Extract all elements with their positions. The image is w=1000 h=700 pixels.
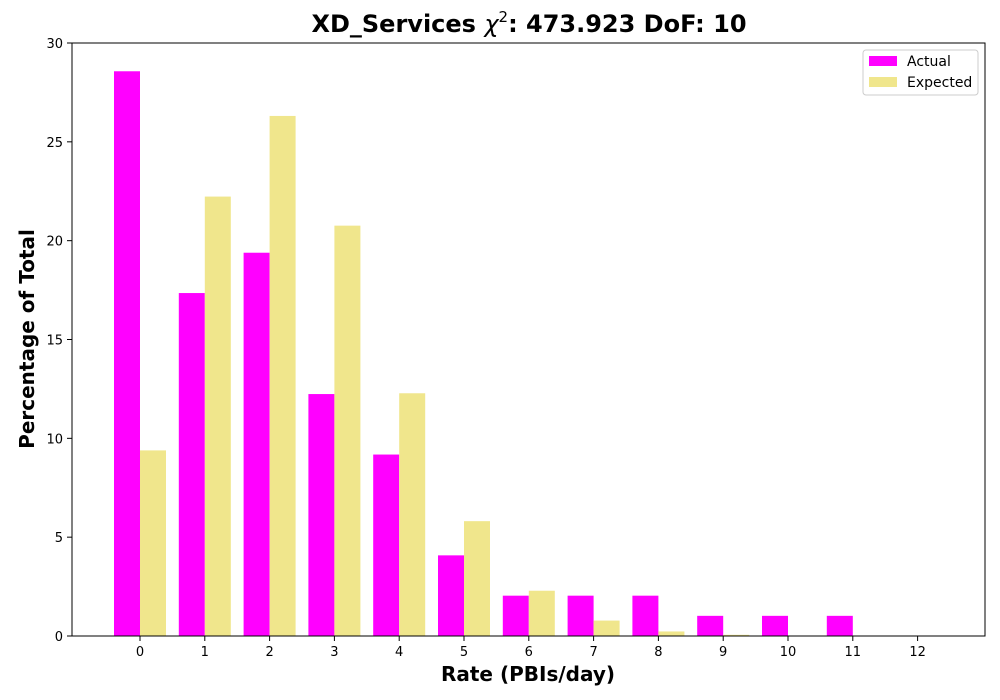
x-tick-label: 1 xyxy=(201,645,209,660)
legend-label-actual: Actual xyxy=(907,54,951,70)
x-tick-label: 5 xyxy=(460,645,468,660)
chart-title-chi: χ xyxy=(482,10,499,38)
bars-layer xyxy=(114,71,853,637)
x-axis-label: Rate (PBIs/day) xyxy=(441,662,615,686)
y-tick-label: 20 xyxy=(46,235,63,250)
x-tick-label: 7 xyxy=(589,645,597,660)
bar-actual-3 xyxy=(308,394,335,636)
bar-actual-10 xyxy=(762,615,788,636)
x-tick-label: 0 xyxy=(136,645,144,660)
bar-expected-6 xyxy=(528,590,555,636)
x-tick-label: 4 xyxy=(395,645,403,660)
bar-expected-9 xyxy=(723,634,750,636)
bar-expected-5 xyxy=(464,521,490,636)
bar-expected-8 xyxy=(658,631,685,636)
bar-expected-3 xyxy=(334,225,361,637)
y-tick-label: 10 xyxy=(46,432,63,447)
x-tick-label: 11 xyxy=(845,645,862,660)
x-tick-label: 8 xyxy=(654,645,662,660)
x-axis: 0 1 2 3 4 5 6 7 8 9 10 11 12 xyxy=(136,636,926,660)
bar-actual-11 xyxy=(826,615,853,636)
chart-title-prefix: XD_Services xyxy=(311,10,484,38)
bar-actual-9 xyxy=(697,615,724,636)
x-tick-label: 12 xyxy=(909,645,926,660)
legend: Actual Expected xyxy=(862,49,979,96)
bar-expected-2 xyxy=(269,115,296,636)
bar-actual-0 xyxy=(114,71,140,636)
bar-actual-6 xyxy=(502,595,529,636)
chart-title: XD_Services χ2: 473.923 DoF: 10 xyxy=(311,8,746,38)
bar-expected-1 xyxy=(204,196,231,636)
chart-title-suffix: : 473.923 DoF: 10 xyxy=(508,10,746,38)
x-tick-label: 10 xyxy=(780,645,797,660)
bar-actual-2 xyxy=(243,252,270,636)
bar-expected-0 xyxy=(140,450,166,636)
bar-expected-4 xyxy=(399,393,426,636)
bar-expected-7 xyxy=(593,620,620,636)
y-tick-label: 0 xyxy=(55,630,63,645)
bar-actual-5 xyxy=(438,555,464,636)
bar-actual-8 xyxy=(632,595,659,636)
y-tick-label: 25 xyxy=(46,136,63,151)
bar-actual-1 xyxy=(178,293,205,636)
y-tick-label: 15 xyxy=(46,334,63,349)
chart-title-superscript: 2 xyxy=(499,8,509,26)
y-tick-label: 30 xyxy=(46,37,63,52)
legend-label-expected: Expected xyxy=(907,75,972,91)
x-tick-label: 2 xyxy=(265,645,273,660)
x-tick-label: 3 xyxy=(330,645,338,660)
y-tick-label: 5 xyxy=(55,531,63,546)
x-tick-label: 9 xyxy=(719,645,727,660)
y-axis-label: Percentage of Total xyxy=(15,229,39,449)
bar-actual-4 xyxy=(373,454,400,636)
y-axis: 0 5 10 15 20 25 30 xyxy=(46,37,72,645)
x-tick-label: 6 xyxy=(525,645,533,660)
bar-actual-7 xyxy=(567,595,594,636)
legend-swatch-expected xyxy=(869,77,897,87)
legend-swatch-actual xyxy=(869,56,897,66)
